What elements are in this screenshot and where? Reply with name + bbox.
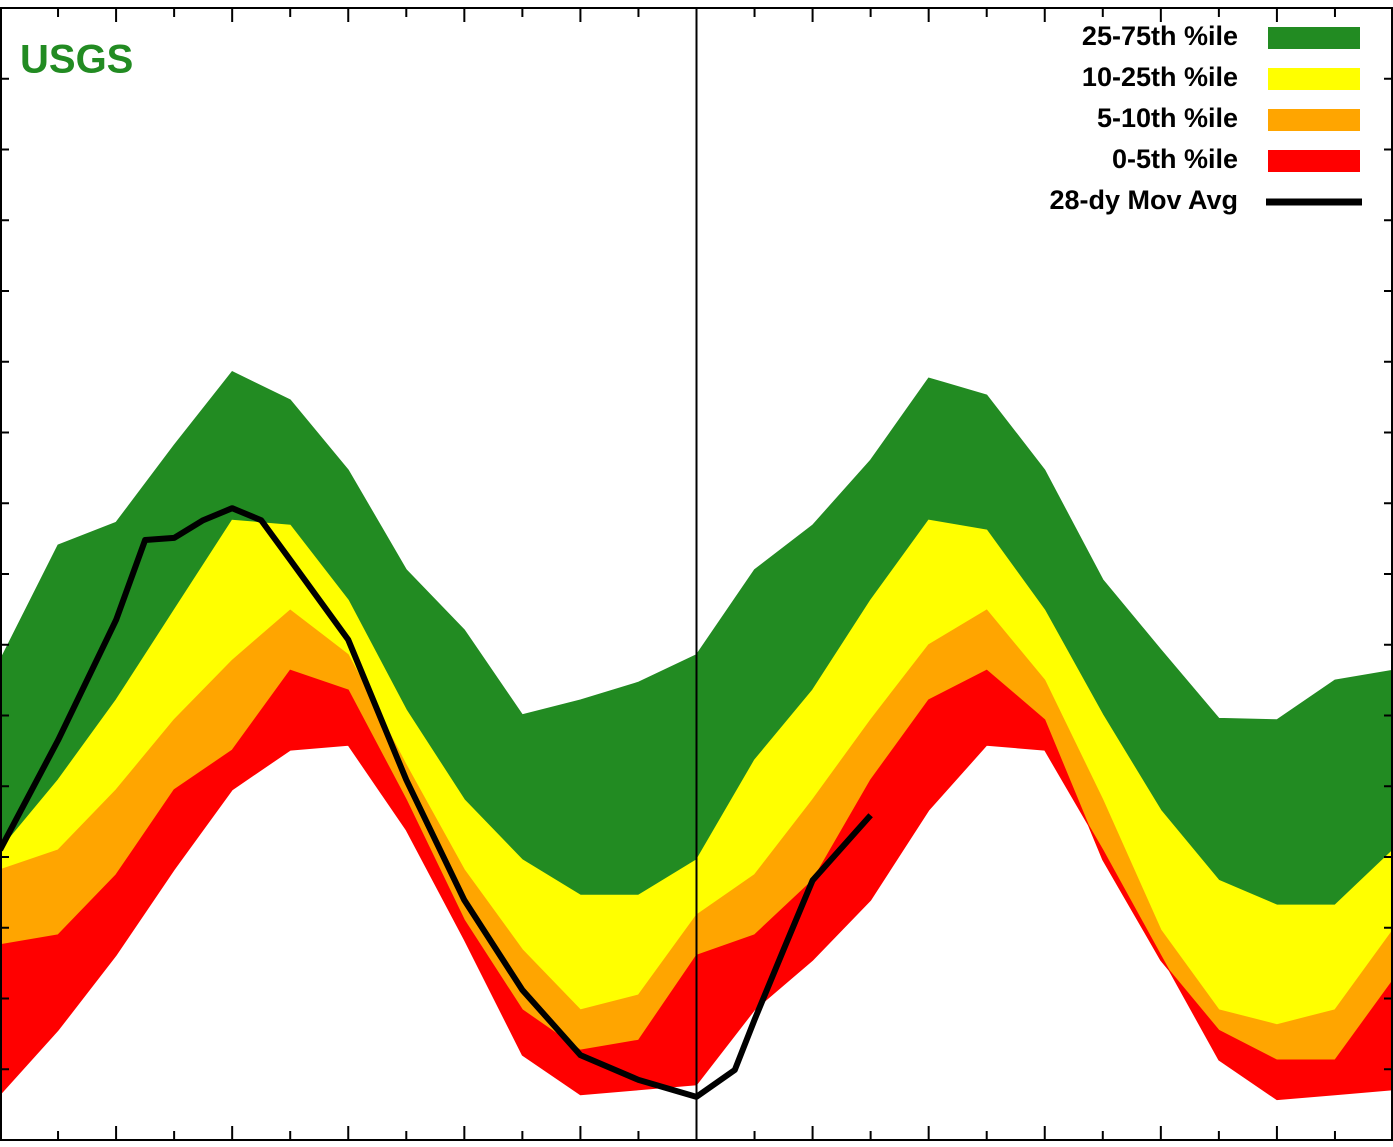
legend-label: 25-75th %ile [1082,21,1238,51]
legend-swatch [1268,109,1360,131]
moving-average-line [0,505,873,1100]
legend-label: 0-5th %ile [1112,144,1238,174]
legend-swatch [1268,68,1360,90]
plot-frame [0,7,1393,1141]
legend-swatch [1268,150,1360,172]
legend-label: 5-10th %ile [1097,103,1238,133]
legend-label: 10-25th %ile [1082,62,1238,92]
legend-label: 28-dy Mov Avg [1049,185,1238,215]
legend-swatch [1268,27,1360,49]
chart-title: USGS [20,38,133,82]
